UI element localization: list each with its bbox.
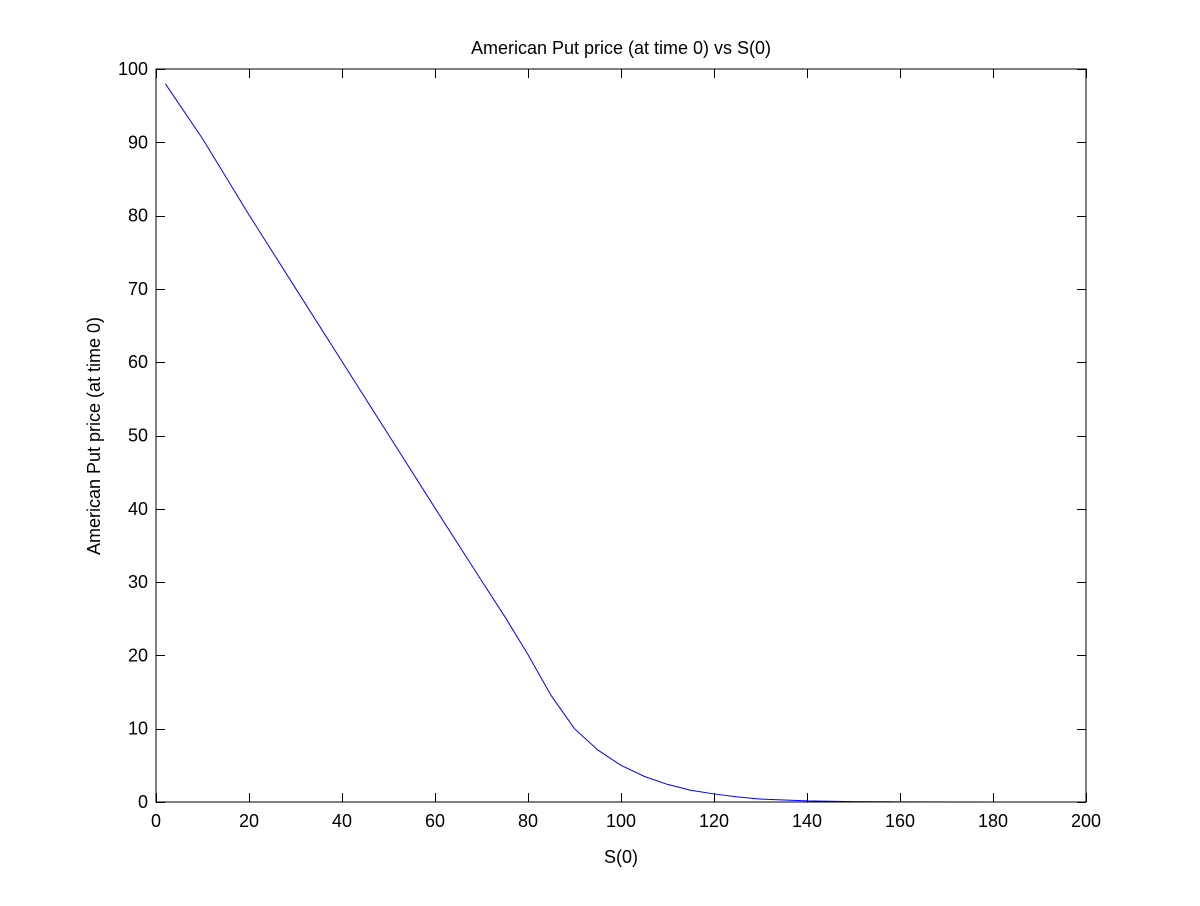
x-axis-label: S(0) bbox=[604, 847, 638, 867]
y-tick-label: 40 bbox=[128, 499, 148, 519]
x-tick-label: 0 bbox=[151, 811, 161, 831]
x-tick-label: 200 bbox=[1071, 811, 1101, 831]
x-tick-label: 40 bbox=[332, 811, 352, 831]
y-tick-label: 20 bbox=[128, 645, 148, 665]
y-tick-label: 90 bbox=[128, 132, 148, 152]
x-tick-label: 140 bbox=[792, 811, 822, 831]
x-tick-label: 160 bbox=[885, 811, 915, 831]
y-tick-label: 100 bbox=[118, 59, 148, 79]
x-tick-label: 20 bbox=[239, 811, 259, 831]
x-tick-label: 120 bbox=[699, 811, 729, 831]
y-tick-label: 0 bbox=[138, 792, 148, 812]
x-tick-label: 100 bbox=[606, 811, 636, 831]
y-axis-label: American Put price (at time 0) bbox=[84, 317, 104, 555]
x-tick-label: 80 bbox=[518, 811, 538, 831]
y-tick-label: 70 bbox=[128, 279, 148, 299]
y-tick-label: 50 bbox=[128, 426, 148, 446]
y-tick-labels: 0 10 20 30 40 50 60 70 80 90 100 bbox=[118, 59, 148, 812]
series-line bbox=[164, 83, 1086, 803]
chart-title: American Put price (at time 0) vs S(0) bbox=[471, 38, 771, 58]
plot-frame bbox=[155, 68, 1087, 803]
x-tick-label: 180 bbox=[978, 811, 1008, 831]
plot-background bbox=[156, 69, 1086, 802]
x-tick-label: 60 bbox=[425, 811, 445, 831]
y-tick-label: 10 bbox=[128, 719, 148, 739]
y-tick-label: 60 bbox=[128, 352, 148, 372]
y-tick-label: 30 bbox=[128, 572, 148, 592]
y-tick-label: 80 bbox=[128, 206, 148, 226]
x-tick-labels: 0 20 40 60 80 100 120 140 160 180 200 bbox=[151, 811, 1101, 831]
